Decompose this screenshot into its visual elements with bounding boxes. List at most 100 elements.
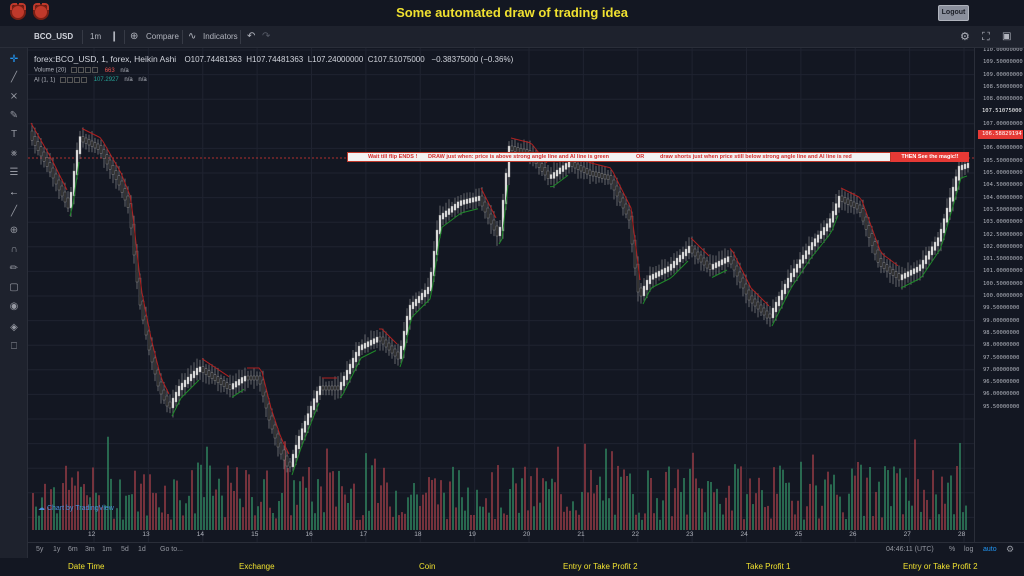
time-tick-label: 15	[251, 531, 259, 538]
settings-gear-icon[interactable]: ⚙	[1006, 544, 1015, 554]
time-tick-label: 17	[359, 531, 368, 538]
volume-na: n/a	[120, 67, 129, 74]
indicators-button[interactable]: Indicators	[203, 32, 238, 41]
range-1d[interactable]: 1d	[138, 546, 146, 553]
price-tick-label: 98.50000000	[983, 329, 1020, 336]
camera-icon[interactable]: ▣	[1002, 31, 1012, 42]
price-tick-label: 100.50000000	[983, 280, 1023, 287]
trash-icon[interactable]: ⎕	[11, 341, 17, 352]
footer-columns: Date Time Exchange Coin Entry or Take Pr…	[0, 558, 1024, 576]
time-tick-label: 28	[958, 531, 966, 538]
footer-date-time: Date Time	[68, 562, 105, 571]
legend-high: H107.74481363	[246, 55, 304, 64]
legend-symbol[interactable]: forex:BCO_USD, 1, forex, Heikin Ashi	[34, 54, 177, 64]
footer-entry-tp2: Entry or Take Profit 2	[563, 562, 638, 571]
fib-tool-icon[interactable]: ⨯	[9, 91, 19, 102]
legend-change: −0.38375000 (−0.36%)	[431, 55, 514, 64]
top-bar: Some automated draw of trading idea Logo…	[0, 0, 1024, 26]
fullscreen-icon[interactable]: ⛶	[982, 31, 990, 43]
range-6m[interactable]: 6m	[68, 546, 78, 553]
trend-line-icon[interactable]: ╱	[10, 72, 18, 83]
range-3m[interactable]: 3m	[85, 546, 95, 553]
time-tick-label: 25	[794, 531, 803, 538]
price-tick-label: 99.50000000	[983, 305, 1020, 312]
price-tick-label: 103.00000000	[983, 219, 1023, 226]
price-chart[interactable]	[28, 48, 974, 542]
annotation-shorts: draw shorts just when price still below …	[660, 154, 852, 160]
range-5y[interactable]: 5y	[36, 546, 44, 553]
redo-icon[interactable]: ↷	[262, 31, 271, 42]
chart-grid	[28, 48, 974, 542]
footer-entry-tp2-right: Entry or Take Profit 2	[903, 562, 978, 571]
time-tick-label: 24	[740, 531, 748, 538]
magnet-icon[interactable]: ∩	[10, 244, 18, 255]
undo-icon[interactable]: ↶	[247, 31, 256, 42]
time-tick-label: 14	[196, 531, 204, 538]
time-tick-label: 22	[631, 531, 639, 538]
logout-button[interactable]: Logout	[938, 5, 969, 21]
line-price-label: 106.58829194	[978, 129, 1023, 139]
utc-clock[interactable]: 04:46:11 (UTC)	[886, 546, 934, 553]
price-tick-label: 101.50000000	[983, 256, 1023, 263]
time-tick-label: 16	[305, 531, 313, 538]
ruler-icon[interactable]: ╱	[10, 206, 18, 217]
cloud-icon: ☁	[38, 505, 45, 512]
range-1m[interactable]: 1m	[102, 546, 112, 553]
price-tick-label: 101.00000000	[983, 268, 1023, 275]
price-tick-label: 96.50000000	[983, 379, 1020, 386]
chart-legend: forex:BCO_USD, 1, forex, Heikin Ashi O10…	[34, 54, 513, 83]
price-tick-label: 95.50000000	[983, 403, 1020, 410]
candle-style-icon[interactable]: ❙	[110, 31, 119, 42]
bottom-bar: 5y 1y 6m 3m 1m 5d 1d Go to... 04:46:11 (…	[28, 542, 1024, 558]
time-tick-label: 27	[903, 531, 911, 538]
text-tool-icon[interactable]: T	[10, 129, 18, 140]
ai-study-label[interactable]: AI (1, 1)	[34, 77, 56, 84]
study-controls[interactable]	[71, 67, 99, 74]
study-controls[interactable]	[60, 76, 88, 84]
eye-icon[interactable]: ◉	[9, 301, 19, 312]
price-tick-label: 100.00000000	[983, 293, 1023, 299]
projection-icon[interactable]: ☰	[9, 167, 19, 178]
back-arrow-icon[interactable]: ←	[9, 187, 19, 198]
symbol-search[interactable]: BCO_USD	[34, 32, 74, 41]
price-tick-label: 104.00000000	[983, 194, 1023, 201]
lock-icon[interactable]: ▢	[9, 282, 19, 293]
range-5d[interactable]: 5d	[121, 546, 129, 553]
ai-line-green	[69, 161, 968, 476]
crosshair-icon[interactable]: ✛	[9, 54, 19, 65]
heikin-ashi-candles	[30, 123, 970, 473]
ai-line-red	[30, 122, 899, 455]
range-1y[interactable]: 1y	[53, 546, 61, 553]
legend-close: C107.51075000	[367, 55, 425, 64]
go-to-date[interactable]: Go to...	[160, 546, 183, 553]
price-tick-label: 102.50000000	[983, 231, 1023, 238]
auto-toggle[interactable]: auto	[983, 546, 997, 553]
layers-icon[interactable]: ◈	[10, 322, 18, 333]
price-tick-label: 110.00000000	[983, 48, 1023, 53]
percent-toggle[interactable]: %	[949, 546, 956, 553]
tradingview-watermark[interactable]: ☁ Chart by TradingView	[38, 504, 114, 512]
price-axis[interactable]: 110.00000000 109.50000000 109.00000000 108.…	[974, 48, 1024, 542]
time-tick-label: 13	[142, 531, 150, 538]
brush-icon[interactable]: ✎	[9, 110, 19, 121]
log-toggle[interactable]: log	[964, 546, 974, 553]
time-axis[interactable]: 12 13 14 15 16 17 18 19 20 21 22 23 24 25 26 27 28	[28, 529, 974, 542]
price-tick-label: 108.00000000	[983, 96, 1023, 103]
volume-study-label[interactable]: Volume (20)	[34, 67, 67, 74]
pattern-icon[interactable]: ⨳	[10, 148, 18, 159]
time-tick-label: 12	[88, 531, 96, 538]
price-tick-label: 106.00000000	[983, 145, 1023, 152]
chart-pane[interactable]: forex:BCO_USD, 1, forex, Heikin Ashi O10…	[28, 48, 974, 542]
settings-gear-icon[interactable]: ⚙	[960, 31, 970, 43]
price-tick-label: 105.00000000	[983, 170, 1023, 176]
zoom-in-icon[interactable]: ⊕	[9, 225, 19, 236]
ai-na: n/a	[124, 77, 133, 84]
annotation-wait: Wait till flip ENDS !	[368, 154, 418, 160]
time-tick-label: 18	[414, 531, 422, 538]
annotation-or: OR	[636, 154, 645, 160]
indicators-icon[interactable]: ∿	[188, 31, 197, 42]
interval-selector[interactable]: 1m	[90, 32, 102, 41]
lock-drawing-icon[interactable]: ✏	[9, 263, 19, 274]
compare-icon[interactable]: ⊕	[130, 31, 139, 42]
compare-button[interactable]: Compare	[146, 32, 179, 41]
